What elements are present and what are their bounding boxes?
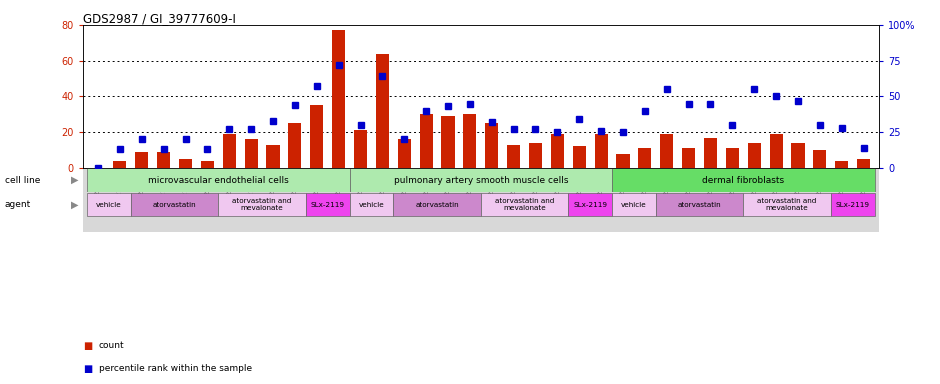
Text: atorvastatin: atorvastatin xyxy=(678,202,721,208)
Bar xyxy=(244,139,258,168)
Text: agent: agent xyxy=(5,200,31,209)
Bar xyxy=(419,114,432,168)
Bar xyxy=(354,131,367,168)
Bar xyxy=(529,143,542,168)
Bar xyxy=(744,193,831,217)
Bar xyxy=(310,105,323,168)
Bar xyxy=(135,152,149,168)
Text: vehicle: vehicle xyxy=(358,202,384,208)
Bar xyxy=(485,123,498,168)
Bar xyxy=(726,148,739,168)
Bar xyxy=(857,159,870,168)
Bar xyxy=(393,193,480,217)
Bar xyxy=(612,193,656,217)
Bar xyxy=(157,152,170,168)
Bar xyxy=(87,169,350,192)
Bar xyxy=(507,145,520,168)
Bar xyxy=(682,148,696,168)
Bar xyxy=(266,145,279,168)
Bar xyxy=(350,193,393,217)
Bar xyxy=(131,193,218,217)
Bar xyxy=(289,123,302,168)
Text: atorvastatin: atorvastatin xyxy=(415,202,459,208)
Bar xyxy=(442,116,455,168)
Text: pulmonary artery smooth muscle cells: pulmonary artery smooth muscle cells xyxy=(394,176,568,185)
Bar xyxy=(660,134,673,168)
Bar xyxy=(87,193,131,217)
Bar xyxy=(201,161,214,168)
Bar xyxy=(617,154,630,168)
Bar xyxy=(376,53,389,168)
Bar xyxy=(332,30,345,168)
Text: SLx-2119: SLx-2119 xyxy=(311,202,345,208)
Bar xyxy=(656,193,744,217)
Text: atorvastatin: atorvastatin xyxy=(153,202,196,208)
Bar xyxy=(398,139,411,168)
Text: microvascular endothelial cells: microvascular endothelial cells xyxy=(148,176,289,185)
Bar xyxy=(791,143,805,168)
Bar xyxy=(569,193,612,217)
Bar xyxy=(813,150,826,168)
Text: atorvastatin and
mevalonate: atorvastatin and mevalonate xyxy=(758,198,817,211)
Bar xyxy=(747,143,760,168)
Text: SLx-2119: SLx-2119 xyxy=(573,202,607,208)
Bar xyxy=(463,114,477,168)
Bar xyxy=(638,148,651,168)
Text: GDS2987 / GI_39777609-I: GDS2987 / GI_39777609-I xyxy=(83,12,236,25)
Bar xyxy=(831,193,874,217)
Bar xyxy=(770,134,783,168)
Bar xyxy=(114,161,127,168)
Text: atorvastatin and
mevalonate: atorvastatin and mevalonate xyxy=(232,198,291,211)
Text: atorvastatin and
mevalonate: atorvastatin and mevalonate xyxy=(494,198,555,211)
Text: cell line: cell line xyxy=(5,176,40,185)
Bar xyxy=(218,193,306,217)
Text: count: count xyxy=(99,341,124,350)
Text: vehicle: vehicle xyxy=(96,202,122,208)
Text: dermal fibroblasts: dermal fibroblasts xyxy=(702,176,784,185)
Bar xyxy=(551,134,564,168)
Text: ■: ■ xyxy=(83,341,92,351)
Text: ▶: ▶ xyxy=(70,175,78,185)
Bar xyxy=(306,193,350,217)
Bar xyxy=(179,159,192,168)
Bar xyxy=(612,169,874,192)
Bar xyxy=(594,134,607,168)
Bar xyxy=(350,169,612,192)
Bar xyxy=(572,146,586,168)
Text: ▶: ▶ xyxy=(70,200,78,210)
Bar xyxy=(480,193,569,217)
Text: SLx-2119: SLx-2119 xyxy=(836,202,870,208)
Bar xyxy=(704,137,717,168)
Bar xyxy=(835,161,848,168)
Text: vehicle: vehicle xyxy=(621,202,647,208)
Text: percentile rank within the sample: percentile rank within the sample xyxy=(99,364,252,373)
Text: ■: ■ xyxy=(83,364,92,374)
Bar xyxy=(83,168,879,232)
Bar xyxy=(223,134,236,168)
